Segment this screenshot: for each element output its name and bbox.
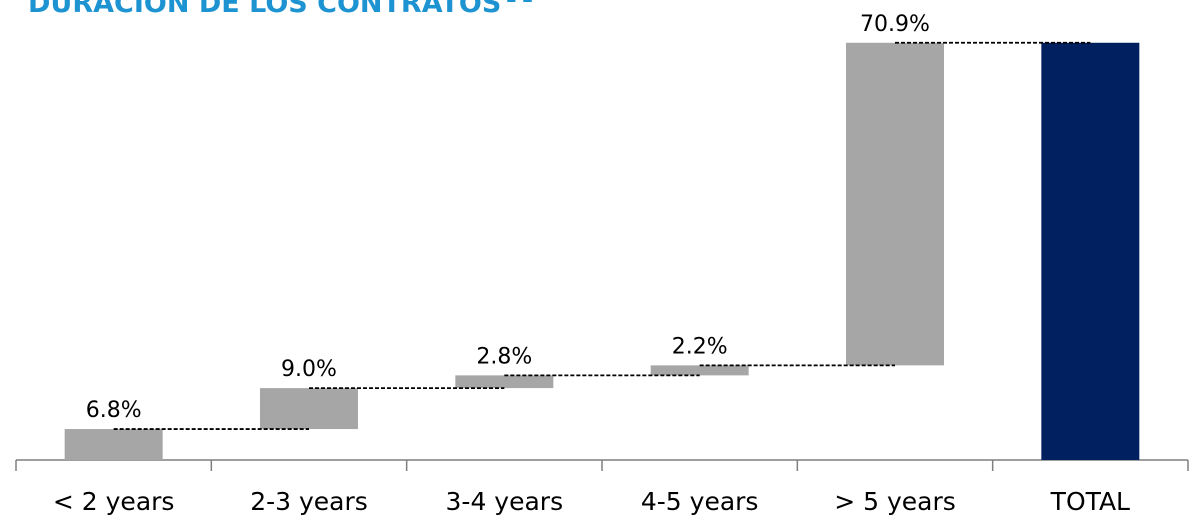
- title-text: DURACIÓN DE LOS CONTRATOS: [28, 0, 501, 19]
- bar: [64, 429, 163, 460]
- x-tick-label: > 5 years: [834, 487, 956, 516]
- x-tick-label: TOTAL: [1050, 487, 1130, 516]
- x-tick-label: 2-3 years: [250, 487, 368, 516]
- total-bar: [1041, 42, 1140, 460]
- data-label: 9.0%: [281, 357, 337, 382]
- bar: [650, 365, 749, 376]
- data-label: 6.8%: [86, 398, 142, 423]
- data-label: 2.2%: [672, 334, 728, 359]
- bar: [455, 375, 554, 389]
- x-tick-label: < 2 years: [53, 487, 175, 516]
- chart-title: DURACIÓN DE LOS CONTRATOS 1 2: [28, 0, 533, 19]
- title-superscript: 1 2: [505, 0, 533, 6]
- bar: [846, 42, 944, 366]
- bar: [260, 388, 358, 430]
- data-label: 2.8%: [476, 344, 532, 369]
- x-tick-label: 4-5 years: [641, 487, 759, 516]
- x-tick-label: 3-4 years: [446, 487, 564, 516]
- data-label: 70.9%: [860, 12, 930, 37]
